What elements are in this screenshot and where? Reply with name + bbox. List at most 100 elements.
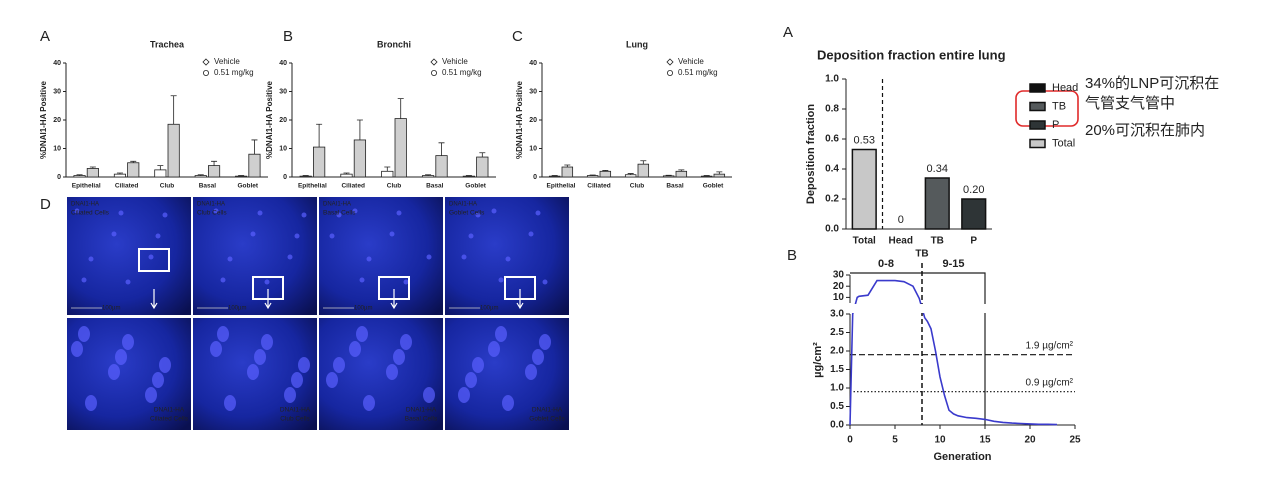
- value-label: 0.34: [927, 163, 948, 175]
- legend-label: 0.51 mg/kg: [442, 68, 482, 77]
- nucleus: [333, 357, 345, 373]
- micrograph: [193, 197, 317, 315]
- nucleus: [298, 357, 310, 373]
- nucleus: [491, 208, 497, 214]
- nucleus: [539, 334, 551, 350]
- x-tick-label: 10: [934, 435, 946, 446]
- bar: [586, 175, 599, 178]
- error-bar: [116, 172, 123, 175]
- region-label: 9-15: [942, 258, 964, 270]
- y-axis-label: Deposition fraction: [805, 104, 817, 205]
- nucleus: [74, 208, 80, 214]
- panel-letter: C: [512, 28, 523, 45]
- error-bar: [602, 170, 609, 172]
- bar: [700, 175, 713, 178]
- legend-marker: [430, 58, 438, 66]
- cell-label: Goblet Cells: [529, 416, 565, 423]
- nucleus: [458, 387, 470, 403]
- y-tick-label: 20: [53, 117, 61, 124]
- error-bar: [157, 165, 164, 170]
- legend-swatch: [1029, 101, 1046, 112]
- error-bar: [716, 171, 723, 175]
- error-bar: [397, 98, 404, 119]
- error-bar: [564, 164, 571, 168]
- bar: [476, 156, 489, 178]
- line: [849, 279, 1058, 426]
- y-tick-label: 0.8: [825, 104, 839, 115]
- highlight-box: [1015, 90, 1079, 127]
- nucleus: [472, 357, 484, 373]
- nucleus: [261, 334, 273, 350]
- y-tick-label: 0: [283, 174, 287, 181]
- x-tick-label: P: [970, 236, 977, 247]
- x-tick-label: 0: [847, 435, 853, 446]
- bar: [637, 163, 650, 178]
- legend-label: Head: [1052, 82, 1078, 94]
- error-bar: [627, 173, 634, 175]
- bar: [127, 162, 140, 178]
- cell-label: Ciliated Cells: [150, 416, 189, 423]
- error-bar: [197, 174, 204, 176]
- nucleus: [122, 334, 134, 350]
- cell-label: Basal Cells: [323, 210, 356, 217]
- legend-marker: [202, 58, 210, 66]
- bar: [851, 148, 877, 230]
- nucleus: [294, 233, 300, 239]
- y-tick-label: 0.6: [825, 134, 839, 145]
- nucleus: [301, 212, 307, 218]
- value-label: 0: [898, 214, 904, 226]
- nucleus: [287, 254, 293, 260]
- legend-label: Vehicle: [214, 57, 240, 66]
- legend-label: TB: [1052, 100, 1066, 112]
- error-bar: [170, 95, 177, 125]
- nucleus: [396, 210, 402, 216]
- nucleus: [118, 210, 124, 216]
- cell-label: Goblet Cells: [449, 210, 485, 217]
- bar: [713, 173, 726, 178]
- nucleus: [366, 256, 372, 262]
- y-tick-label: 10: [53, 145, 61, 152]
- nucleus: [162, 212, 168, 218]
- bar: [381, 170, 394, 178]
- x-tick-label: Epithelial: [72, 183, 101, 190]
- mask: [801, 246, 1001, 266]
- nucleus: [210, 341, 222, 357]
- zoom-arrow: [390, 289, 398, 310]
- bar: [675, 170, 688, 178]
- error-bar: [211, 160, 218, 166]
- nucleus: [284, 387, 296, 403]
- zoom-arrow: [264, 289, 272, 310]
- threshold-label: 0.9 µg/cm²: [1026, 377, 1074, 388]
- bar: [73, 175, 86, 178]
- legend-marker: [430, 70, 437, 77]
- nucleus: [159, 357, 171, 373]
- x-tick-label: Ciliated: [587, 183, 611, 190]
- error-bar: [130, 160, 137, 163]
- y-tick-label: 0: [533, 174, 537, 181]
- cell-label: Club Cells: [197, 210, 227, 217]
- nucleus: [502, 395, 514, 411]
- cell-label: Club Cells: [280, 416, 310, 423]
- x-tick-label: Epithelial: [298, 183, 327, 190]
- x-tick-label: Club: [160, 183, 174, 190]
- y-tick-label: 30: [833, 270, 845, 281]
- nucleus: [257, 210, 263, 216]
- x-tick-label: Ciliated: [341, 183, 365, 190]
- bar: [248, 153, 261, 178]
- bar: [462, 175, 475, 178]
- bar: [599, 170, 612, 178]
- error-bar: [703, 175, 710, 177]
- nucleus: [525, 364, 537, 380]
- nucleus: [115, 349, 127, 365]
- x-tick-label: Total: [853, 236, 876, 247]
- x-tick-label: Epithelial: [547, 183, 576, 190]
- x-tick-label: 20: [1024, 435, 1036, 446]
- y-tick-label: 3.0: [830, 309, 844, 320]
- chart-title: Deposition fraction entire lung: [817, 47, 1006, 62]
- y-tick-label: 0.4: [825, 164, 839, 175]
- annotation: 20%可沉积在肺内: [1085, 122, 1205, 139]
- error-bar: [356, 119, 363, 140]
- nucleus: [528, 231, 534, 237]
- bar: [312, 146, 326, 178]
